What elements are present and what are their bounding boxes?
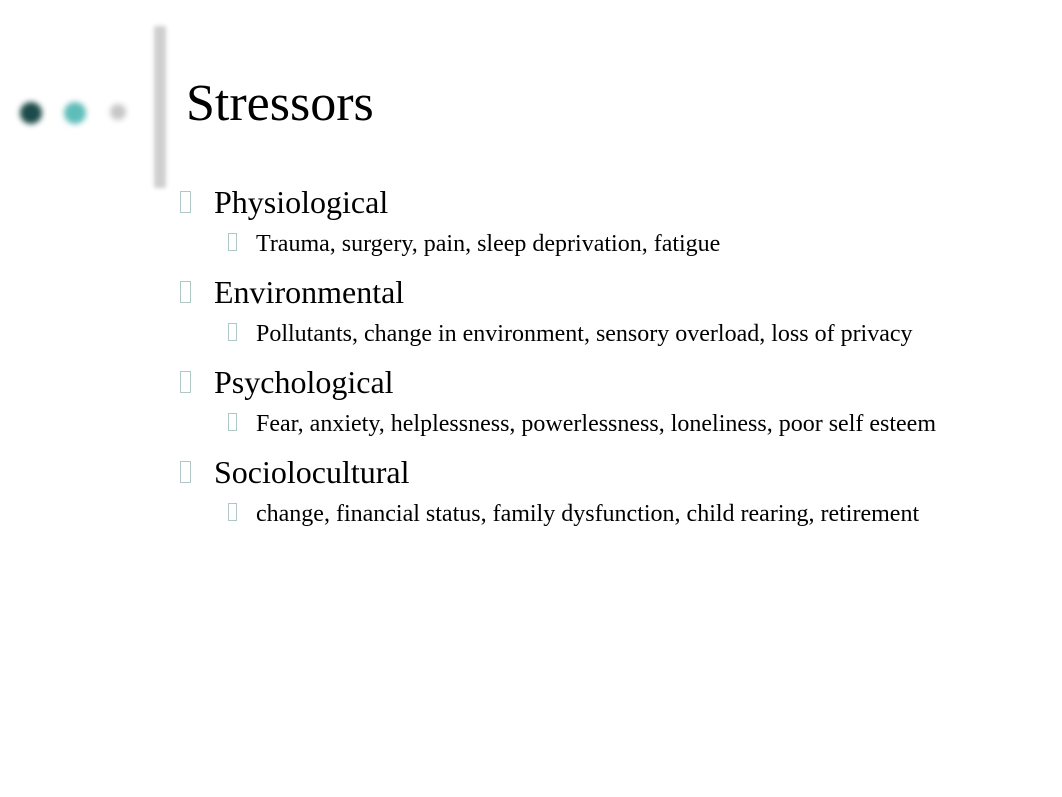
- item-sub: Trauma, surgery, pain, sleep deprivation…: [228, 228, 946, 260]
- list-item: Sociolocultural change, financial status…: [186, 452, 946, 530]
- item-heading: Environmental: [186, 272, 946, 314]
- list-item: Physiological Trauma, surgery, pain, sle…: [186, 182, 946, 260]
- slide-decoration: [14, 88, 164, 198]
- item-heading: Physiological: [186, 182, 946, 224]
- slide: Stressors Physiological Trauma, surgery,…: [0, 0, 1062, 797]
- list-item: Psychological Fear, anxiety, helplessnes…: [186, 362, 946, 440]
- deco-vertical-bar-icon: [154, 26, 166, 188]
- deco-dot-teal-icon: [64, 102, 86, 124]
- deco-dot-grey-icon: [110, 104, 126, 120]
- item-sub: change, financial status, family dysfunc…: [228, 498, 946, 530]
- list-item: Environmental Pollutants, change in envi…: [186, 272, 946, 350]
- item-sub: Pollutants, change in environment, senso…: [228, 318, 946, 350]
- item-sub: Fear, anxiety, helplessness, powerlessne…: [228, 408, 946, 440]
- deco-dot-dark-icon: [20, 102, 42, 124]
- item-heading: Sociolocultural: [186, 452, 946, 494]
- slide-body: Physiological Trauma, surgery, pain, sle…: [186, 182, 946, 542]
- item-heading: Psychological: [186, 362, 946, 404]
- slide-title: Stressors: [186, 74, 374, 133]
